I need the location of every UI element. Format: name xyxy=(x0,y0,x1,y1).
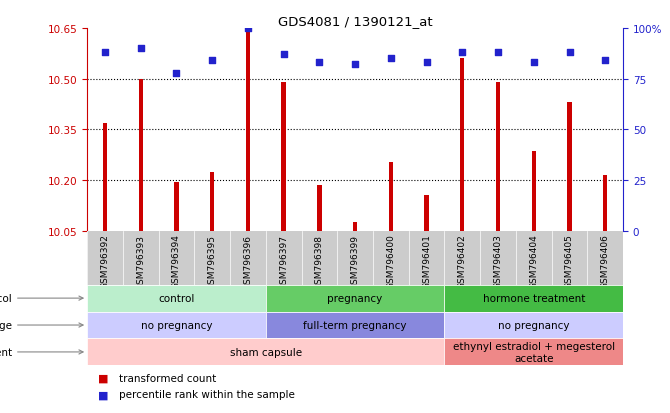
Bar xyxy=(444,339,623,366)
Bar xyxy=(444,312,623,339)
Text: no pregnancy: no pregnancy xyxy=(141,320,212,330)
Text: no pregnancy: no pregnancy xyxy=(498,320,570,330)
Text: GSM796398: GSM796398 xyxy=(315,234,324,289)
Text: ■: ■ xyxy=(98,373,109,383)
Bar xyxy=(281,83,286,231)
Bar xyxy=(496,83,500,231)
Point xyxy=(207,58,218,64)
Text: GSM796393: GSM796393 xyxy=(136,234,145,289)
Point xyxy=(600,58,610,64)
Point xyxy=(564,50,575,57)
Point xyxy=(135,46,146,52)
Text: GSM796405: GSM796405 xyxy=(565,234,574,289)
Text: control: control xyxy=(158,293,194,304)
Text: GSM796394: GSM796394 xyxy=(172,234,181,289)
Point xyxy=(278,52,289,59)
Bar xyxy=(603,176,608,231)
Text: ethynyl estradiol + megesterol
acetate: ethynyl estradiol + megesterol acetate xyxy=(453,341,615,363)
Text: GSM796396: GSM796396 xyxy=(243,234,253,289)
Bar xyxy=(103,123,107,231)
Bar xyxy=(460,59,464,231)
Text: protocol: protocol xyxy=(0,293,83,304)
Bar xyxy=(174,183,179,231)
Text: GSM796406: GSM796406 xyxy=(601,234,610,289)
Title: GDS4081 / 1390121_at: GDS4081 / 1390121_at xyxy=(278,15,432,28)
Bar xyxy=(531,152,536,231)
Text: transformed count: transformed count xyxy=(119,373,216,383)
Text: GSM796400: GSM796400 xyxy=(387,234,395,289)
Bar xyxy=(87,312,266,339)
Text: GSM796402: GSM796402 xyxy=(458,234,467,289)
Text: GSM796403: GSM796403 xyxy=(494,234,502,289)
Point xyxy=(385,56,396,63)
Point xyxy=(529,60,539,66)
Text: pregnancy: pregnancy xyxy=(328,293,383,304)
Bar xyxy=(139,80,143,231)
Bar xyxy=(317,186,322,231)
Text: GSM796392: GSM796392 xyxy=(100,234,109,289)
Text: GSM796404: GSM796404 xyxy=(529,234,538,289)
Text: GSM796395: GSM796395 xyxy=(208,234,216,289)
Bar xyxy=(246,29,250,231)
Text: agent: agent xyxy=(0,347,83,357)
Bar xyxy=(87,339,444,366)
Point xyxy=(421,60,432,66)
Bar xyxy=(266,285,444,312)
Point xyxy=(457,50,468,57)
Point xyxy=(314,60,325,66)
Bar xyxy=(266,312,444,339)
Bar xyxy=(424,196,429,231)
Text: development stage: development stage xyxy=(0,320,83,330)
Point xyxy=(492,50,503,57)
Text: ■: ■ xyxy=(98,389,109,399)
Text: sham capsule: sham capsule xyxy=(230,347,302,357)
Text: percentile rank within the sample: percentile rank within the sample xyxy=(119,389,295,399)
Point xyxy=(243,26,253,32)
Text: full-term pregnancy: full-term pregnancy xyxy=(304,320,407,330)
Bar xyxy=(353,223,357,231)
Bar xyxy=(444,285,623,312)
Point xyxy=(350,62,360,69)
Text: GSM796401: GSM796401 xyxy=(422,234,431,289)
Text: GSM796397: GSM796397 xyxy=(279,234,288,289)
Point xyxy=(100,50,111,57)
Text: hormone treatment: hormone treatment xyxy=(482,293,585,304)
Text: GSM796399: GSM796399 xyxy=(350,234,360,289)
Bar xyxy=(567,103,572,231)
Bar xyxy=(210,172,214,231)
Point xyxy=(171,70,182,77)
Bar xyxy=(87,285,266,312)
Bar xyxy=(389,162,393,231)
